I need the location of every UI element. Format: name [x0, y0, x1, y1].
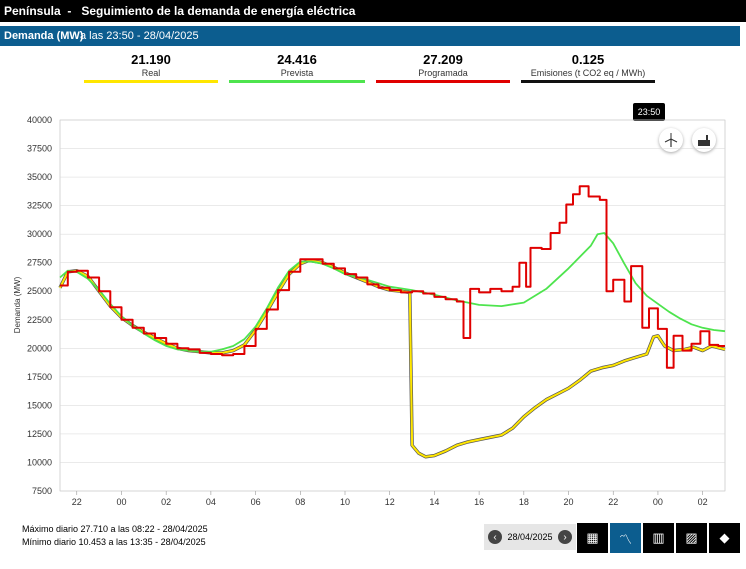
series-programada-line	[60, 185, 725, 369]
kpi-prevista-legend-line	[229, 80, 365, 83]
y-axis-ticks: 7500 10000 12500 15000 17500 20000 22500 25000 2…	[27, 115, 52, 496]
y-tick-label: 22500	[27, 315, 52, 325]
x-tick-label: 22	[608, 497, 618, 507]
y-tick-label: 35000	[27, 172, 52, 182]
x-tick-label: 06	[251, 497, 261, 507]
y-axis-label: Demanda (MW)	[13, 276, 22, 333]
demand-label: Demanda (MW)	[4, 30, 84, 42]
daily-min: Mínimo diario 10.453 a las 13:35 - 28/04…	[22, 537, 206, 547]
demand-header-bar: Demanda (MW) a las 23:50 - 28/04/2025	[0, 26, 740, 46]
kpi-emisiones-legend-line	[521, 80, 655, 83]
y-tick-label: 17500	[27, 372, 52, 382]
x-tick-label: 00	[116, 497, 126, 507]
x-tick-label: 22	[72, 497, 82, 507]
area-chart-view-button[interactable]: ▨	[676, 523, 707, 553]
x-tick-label: 04	[206, 497, 216, 507]
kpi-emisiones-label: Emisiones (t CO2 eq / MWh)	[530, 68, 646, 78]
x-tick-label: 08	[295, 497, 305, 507]
wind-turbine-button[interactable]	[659, 128, 683, 152]
kpi-real: 21.190 Real	[84, 52, 218, 83]
line-chart-view-icon: 〽	[618, 531, 632, 547]
kpi-real-value: 21.190	[131, 52, 171, 67]
kpi-emisiones-value: 0.125	[571, 52, 605, 67]
y-tick-label: 12500	[27, 429, 52, 439]
x-tick-label: 02	[161, 497, 171, 507]
kpi-real-label: Real	[141, 68, 161, 78]
y-tick-label: 25000	[27, 286, 52, 296]
prev-date-button[interactable]: ‹	[488, 530, 502, 544]
factory-button[interactable]	[692, 128, 716, 152]
table-view-button[interactable]: ▦	[577, 523, 608, 553]
kpi-prevista-label: Prevista	[280, 68, 314, 78]
table-view-icon: ▦	[586, 530, 599, 545]
date-value: 28/04/2025	[507, 532, 553, 542]
kpi-prevista: 24.416 Prevista	[229, 52, 365, 83]
y-tick-label: 32500	[27, 201, 52, 211]
y-tick-label: 10000	[27, 457, 52, 467]
x-axis-ticks: 22 00 02 04 06 08 10 12 14 16 18 20 22 00 02	[72, 491, 708, 507]
daily-max: Máximo diario 27.710 a las 08:22 - 28/04…	[22, 524, 208, 534]
area-chart-view-icon: ▨	[685, 530, 698, 545]
series-prevista-line	[59, 232, 726, 353]
x-tick-label: 02	[698, 497, 708, 507]
kpi-programada-legend-line	[376, 80, 510, 83]
demand-time: a las 23:50 - 28/04/2025	[80, 30, 199, 42]
plot-frame	[59, 119, 726, 492]
y-tick-label: 7500	[32, 486, 52, 496]
x-tick-label: 18	[519, 497, 529, 507]
x-tick-label: 20	[564, 497, 574, 507]
kpi-prevista-value: 24.416	[277, 52, 317, 67]
x-tick-label: 14	[429, 497, 439, 507]
y-tick-label: 15000	[27, 400, 52, 410]
top-bar: Península - Seguimiento de la demanda de…	[0, 0, 746, 22]
demand-chart: 7500 10000 12500 15000 17500 20000 22500 25000 2…	[13, 115, 726, 507]
y-tick-label: 30000	[27, 229, 52, 239]
kpi-real-legend-line	[84, 80, 218, 83]
y-tick-label: 27500	[27, 258, 52, 268]
wind-turbine-icon	[664, 133, 678, 147]
date-picker[interactable]: ‹ 28/04/2025 ›	[484, 524, 576, 550]
page-title: Península - Seguimiento de la demanda de…	[4, 4, 356, 18]
line-chart-view-button[interactable]: 〽	[610, 523, 641, 553]
y-tick-label: 20000	[27, 343, 52, 353]
spain-map-icon: ◆	[719, 530, 730, 545]
y-tick-label: 37500	[27, 144, 52, 154]
kpi-programada-value: 27.209	[423, 52, 463, 67]
time-tooltip: 23:50	[633, 103, 665, 121]
list-view-icon: ▥	[652, 530, 665, 545]
x-tick-label: 10	[340, 497, 350, 507]
x-tick-label: 16	[474, 497, 484, 507]
kpi-programada-label: Programada	[418, 68, 468, 78]
list-view-button[interactable]: ▥	[643, 523, 674, 553]
y-tick-label: 40000	[27, 115, 52, 125]
chart-grid	[59, 119, 726, 492]
spain-map-button[interactable]: ◆	[709, 523, 740, 553]
chart-series	[58, 185, 726, 459]
kpi-emisiones: 0.125 Emisiones (t CO2 eq / MWh)	[521, 52, 655, 83]
x-tick-label: 00	[653, 497, 663, 507]
kpi-programada: 27.209 Programada	[376, 52, 510, 83]
x-tick-label: 12	[385, 497, 395, 507]
next-date-button[interactable]: ›	[557, 530, 572, 544]
factory-icon	[698, 135, 710, 146]
